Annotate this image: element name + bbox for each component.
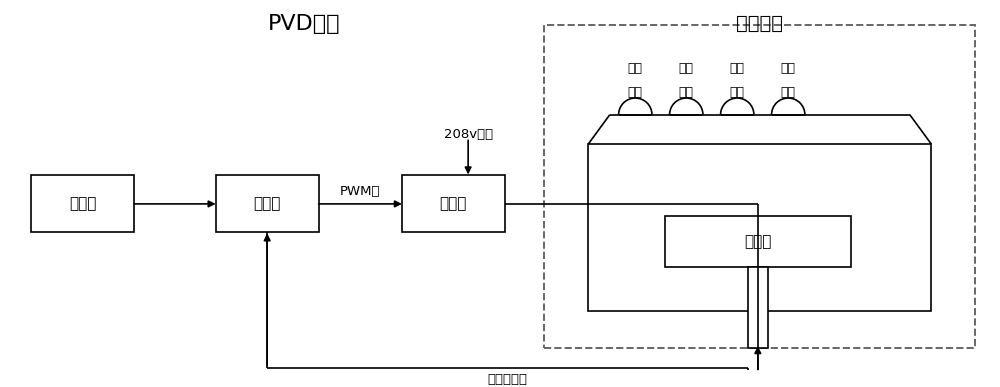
Bar: [216, 175, 319, 232]
Text: 加热器: 加热器: [744, 234, 772, 249]
Text: 继电器: 继电器: [440, 197, 467, 211]
Text: PVD设备: PVD设备: [268, 14, 340, 34]
Bar: [31, 175, 134, 232]
Text: 加热: 加热: [628, 62, 643, 75]
Text: 加热: 加热: [781, 62, 796, 75]
Text: 下位机: 下位机: [69, 197, 97, 211]
Text: 灯泡: 灯泡: [781, 86, 796, 99]
Text: PWM波: PWM波: [340, 185, 381, 198]
Bar: [588, 144, 931, 311]
Bar: [665, 216, 851, 267]
Text: 加热: 加热: [730, 62, 745, 75]
Text: 去气腔室: 去气腔室: [736, 14, 783, 33]
Text: 208v供电: 208v供电: [444, 128, 493, 141]
Bar: [544, 24, 975, 348]
Text: 灯泡: 灯泡: [628, 86, 643, 99]
Bar: [402, 175, 505, 232]
Text: 温控器: 温控器: [253, 197, 281, 211]
Text: 温度检测器: 温度检测器: [488, 373, 528, 385]
Text: 加热: 加热: [679, 62, 694, 75]
Text: 灯泡: 灯泡: [730, 86, 745, 99]
Bar: [748, 267, 768, 348]
Text: 灯泡: 灯泡: [679, 86, 694, 99]
